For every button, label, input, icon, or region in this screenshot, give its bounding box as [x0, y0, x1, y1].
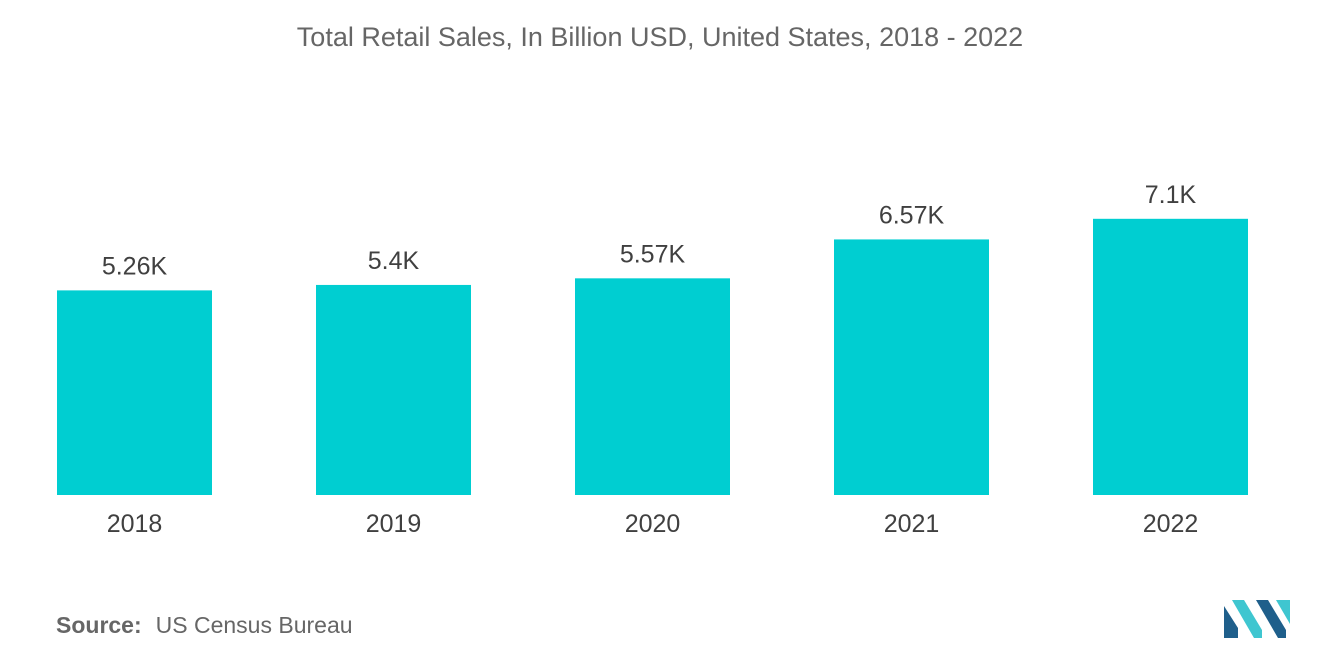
data-label-2022: 7.1K [1145, 181, 1197, 209]
data-label-2021: 6.57K [879, 201, 945, 229]
x-tick-label-2022: 2022 [1143, 510, 1199, 538]
bar-chart: 5.26K 2018 5.4K 2019 5.57K 2020 6.57K 2021 7.1K 2… [57, 181, 1248, 538]
chart-title: Total Retail Sales, In Billion USD, Unit… [296, 22, 1024, 52]
bar-2020 [575, 278, 730, 495]
x-tick-label-2019: 2019 [366, 510, 422, 538]
bar-2021 [834, 239, 989, 495]
source-label: Source: [56, 612, 142, 638]
data-label-2018: 5.26K [102, 252, 168, 280]
bar-2018 [57, 290, 212, 495]
data-label-2020: 5.57K [620, 240, 686, 268]
brand-logo-icon [1224, 600, 1290, 638]
x-tick-label-2020: 2020 [625, 510, 681, 538]
data-label-2019: 5.4K [368, 247, 420, 275]
source-note: Source: US Census Bureau [56, 612, 353, 639]
bar-2022 [1093, 218, 1248, 495]
x-tick-label-2018: 2018 [107, 510, 163, 538]
source-value: US Census Bureau [155, 612, 353, 638]
x-tick-label-2021: 2021 [884, 510, 940, 538]
bar-2019 [316, 284, 471, 495]
